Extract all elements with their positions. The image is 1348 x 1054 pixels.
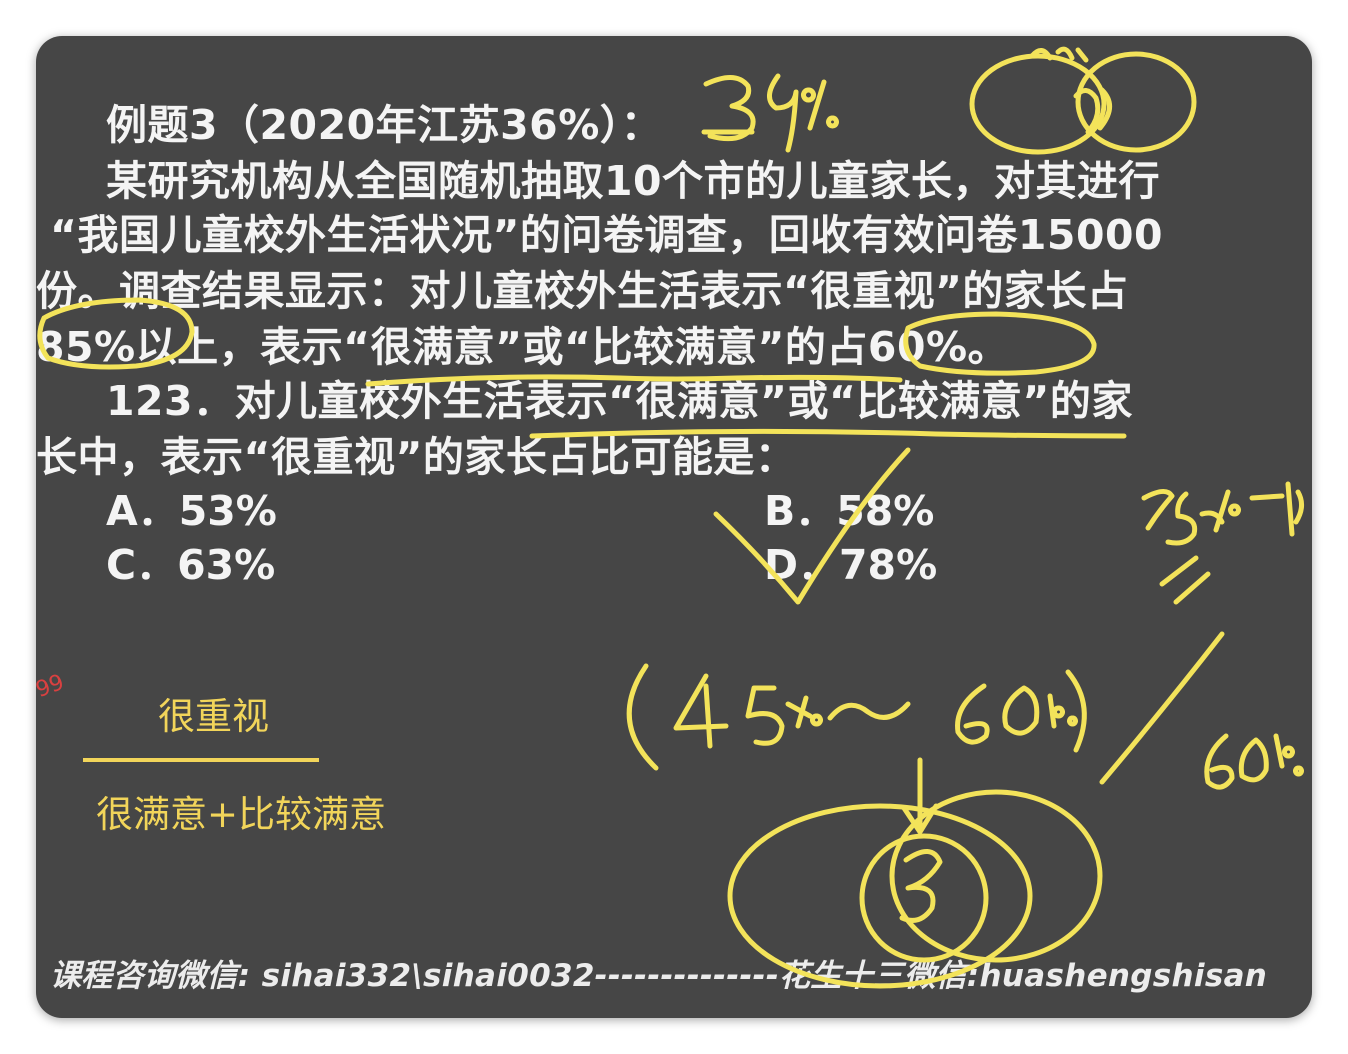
ink-circle-60-percent — [903, 311, 1097, 376]
ink-slash — [1099, 631, 1225, 785]
ink-range-bracket-left — [626, 663, 659, 771]
ink-arrow-down — [901, 757, 939, 835]
note-numerator: 很重视 — [158, 695, 269, 738]
option-c: C．63% — [106, 541, 276, 589]
option-a: A．53% — [106, 487, 277, 535]
question-line-2: 长中，表示“很重视”的家长占比可能是： — [36, 433, 797, 481]
problem-line-1: 某研究机构从全国随机抽取10个市的儿童家长，对其进行 — [106, 157, 1161, 205]
handwritten-annotations — [37, 46, 1304, 989]
ink-venn-intersection — [859, 833, 989, 963]
problem-line-4: 85%以上，表示“很满意”或“比较满意”的占60%。 — [36, 323, 1010, 371]
ink-venn-top-left — [969, 53, 1107, 155]
ink-venn-top-right — [1075, 51, 1197, 153]
ink-venn-bottom-left — [727, 803, 1033, 989]
ink-range-bracket-right — [1065, 669, 1087, 753]
ink-underline-question — [529, 428, 1127, 439]
option-d: D．78% — [764, 541, 938, 589]
ink-underline-satisfied — [365, 374, 903, 387]
problem-header: 例题3（2020年江苏36%）： — [106, 101, 663, 149]
problem-line-2: “我国儿童校外生活状况”的问卷调查，回收有效问卷15000 — [50, 211, 1164, 259]
ink-circle-85-percent — [37, 297, 195, 370]
fraction-bar — [83, 758, 319, 762]
problem-line-3: 份。调查结果显示：对儿童校外生活表示“很重视”的家长占 — [36, 267, 1129, 315]
note-denominator: 很满意+比较满意 — [96, 793, 387, 836]
ink-range-45 — [673, 673, 729, 749]
ink-range-60 — [955, 683, 990, 745]
ink-39-percent — [703, 75, 756, 142]
ink-venn-bottom-right — [889, 789, 1103, 963]
ink-60-percent — [1204, 733, 1235, 790]
ink-75-percent — [1141, 489, 1198, 546]
footer-contact: 课程咨询微信: sihai332\sihai0032--------------… — [50, 958, 1268, 994]
ink-range-tilde — [827, 701, 911, 721]
blackboard: 例题3（2020年江苏36%）： 某研究机构从全国随机抽取10个市的儿童家长，对… — [36, 36, 1312, 1018]
ink-checkmark — [713, 447, 911, 605]
question-line-1: 123．对儿童校外生活表示“很满意”或“比较满意”的家 — [106, 377, 1133, 425]
